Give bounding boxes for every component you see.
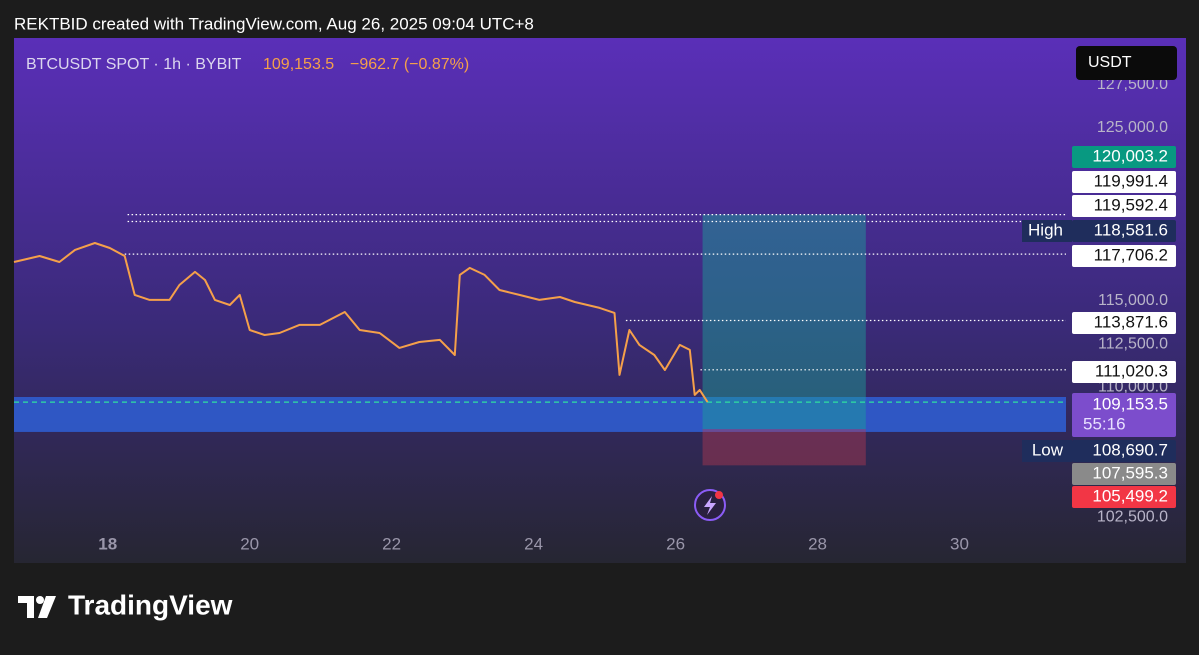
x-tick-label: 30	[950, 534, 969, 553]
level-label: 119,991.4	[1094, 171, 1168, 190]
caption: REKTBID created with TradingView.com, Au…	[14, 14, 534, 33]
level-label-box	[1072, 361, 1176, 383]
price-change: −962.7 (−0.87%)	[350, 56, 469, 73]
chart-title: BTCUSDT SPOT · 1h · BYBIT	[26, 56, 242, 73]
y-tick-label: 102,500.0	[1097, 508, 1168, 525]
high-label: 118,581.6	[1094, 220, 1168, 239]
x-tick-label: 28	[808, 534, 827, 553]
logo-shape	[18, 596, 34, 618]
y-tick-label: 112,500.0	[1098, 335, 1168, 352]
high-tag: High	[1028, 220, 1063, 239]
level-label: 113,871.6	[1094, 312, 1168, 331]
last-price: 109,153.5	[263, 56, 334, 73]
price-line	[13, 242, 709, 403]
level-label-box	[1072, 245, 1176, 267]
low-label-box	[1072, 440, 1176, 462]
stop-label: 105,499.2	[1092, 486, 1168, 505]
x-tick-label: 24	[524, 534, 543, 553]
brand: TradingView	[68, 589, 233, 620]
high-tag-box	[1022, 220, 1072, 242]
low-tag: Low	[1032, 440, 1064, 459]
x-tick-label: 26	[666, 534, 685, 553]
take-profit-label-box	[1072, 146, 1176, 168]
plot-background	[14, 38, 1186, 563]
zone	[14, 396, 1066, 432]
y-tick-label: 115,000.0	[1098, 292, 1168, 309]
x-tick-label: 20	[240, 534, 259, 553]
entry-label: 107,595.3	[1092, 463, 1168, 482]
entry-label-box	[1072, 463, 1176, 485]
current-price-box	[1072, 393, 1176, 437]
currency-box[interactable]	[1076, 46, 1177, 80]
take-profit-label: 120,003.2	[1092, 146, 1168, 165]
x-tick-label: 22	[382, 534, 401, 553]
logo-dot	[36, 596, 44, 604]
level-label-box	[1072, 195, 1176, 217]
level-label-box	[1072, 171, 1176, 193]
y-tick-label: 125,000.0	[1097, 119, 1168, 136]
high-label-box	[1072, 220, 1176, 242]
take-profit-area	[702, 214, 866, 430]
brand-logo	[18, 596, 56, 618]
alert-bolt	[704, 496, 716, 515]
countdown: 55:16	[1083, 414, 1126, 433]
currency: USDT	[1088, 54, 1132, 71]
alert-dot	[715, 491, 723, 499]
current-price-label: 109,153.5	[1092, 394, 1168, 413]
level-label: 117,706.2	[1094, 245, 1168, 264]
low-tag-box	[1022, 440, 1072, 462]
level-label: 111,020.3	[1095, 361, 1168, 380]
stop-loss-area	[702, 429, 866, 466]
low-label: 108,690.7	[1092, 440, 1168, 459]
level-label-box	[1072, 312, 1176, 334]
stop-label-box	[1072, 486, 1176, 508]
y-tick-label: 127,500.0	[1097, 76, 1168, 93]
x-tick-label: 18	[98, 534, 117, 553]
logo-shape	[38, 596, 56, 618]
level-label: 119,592.4	[1094, 195, 1168, 214]
